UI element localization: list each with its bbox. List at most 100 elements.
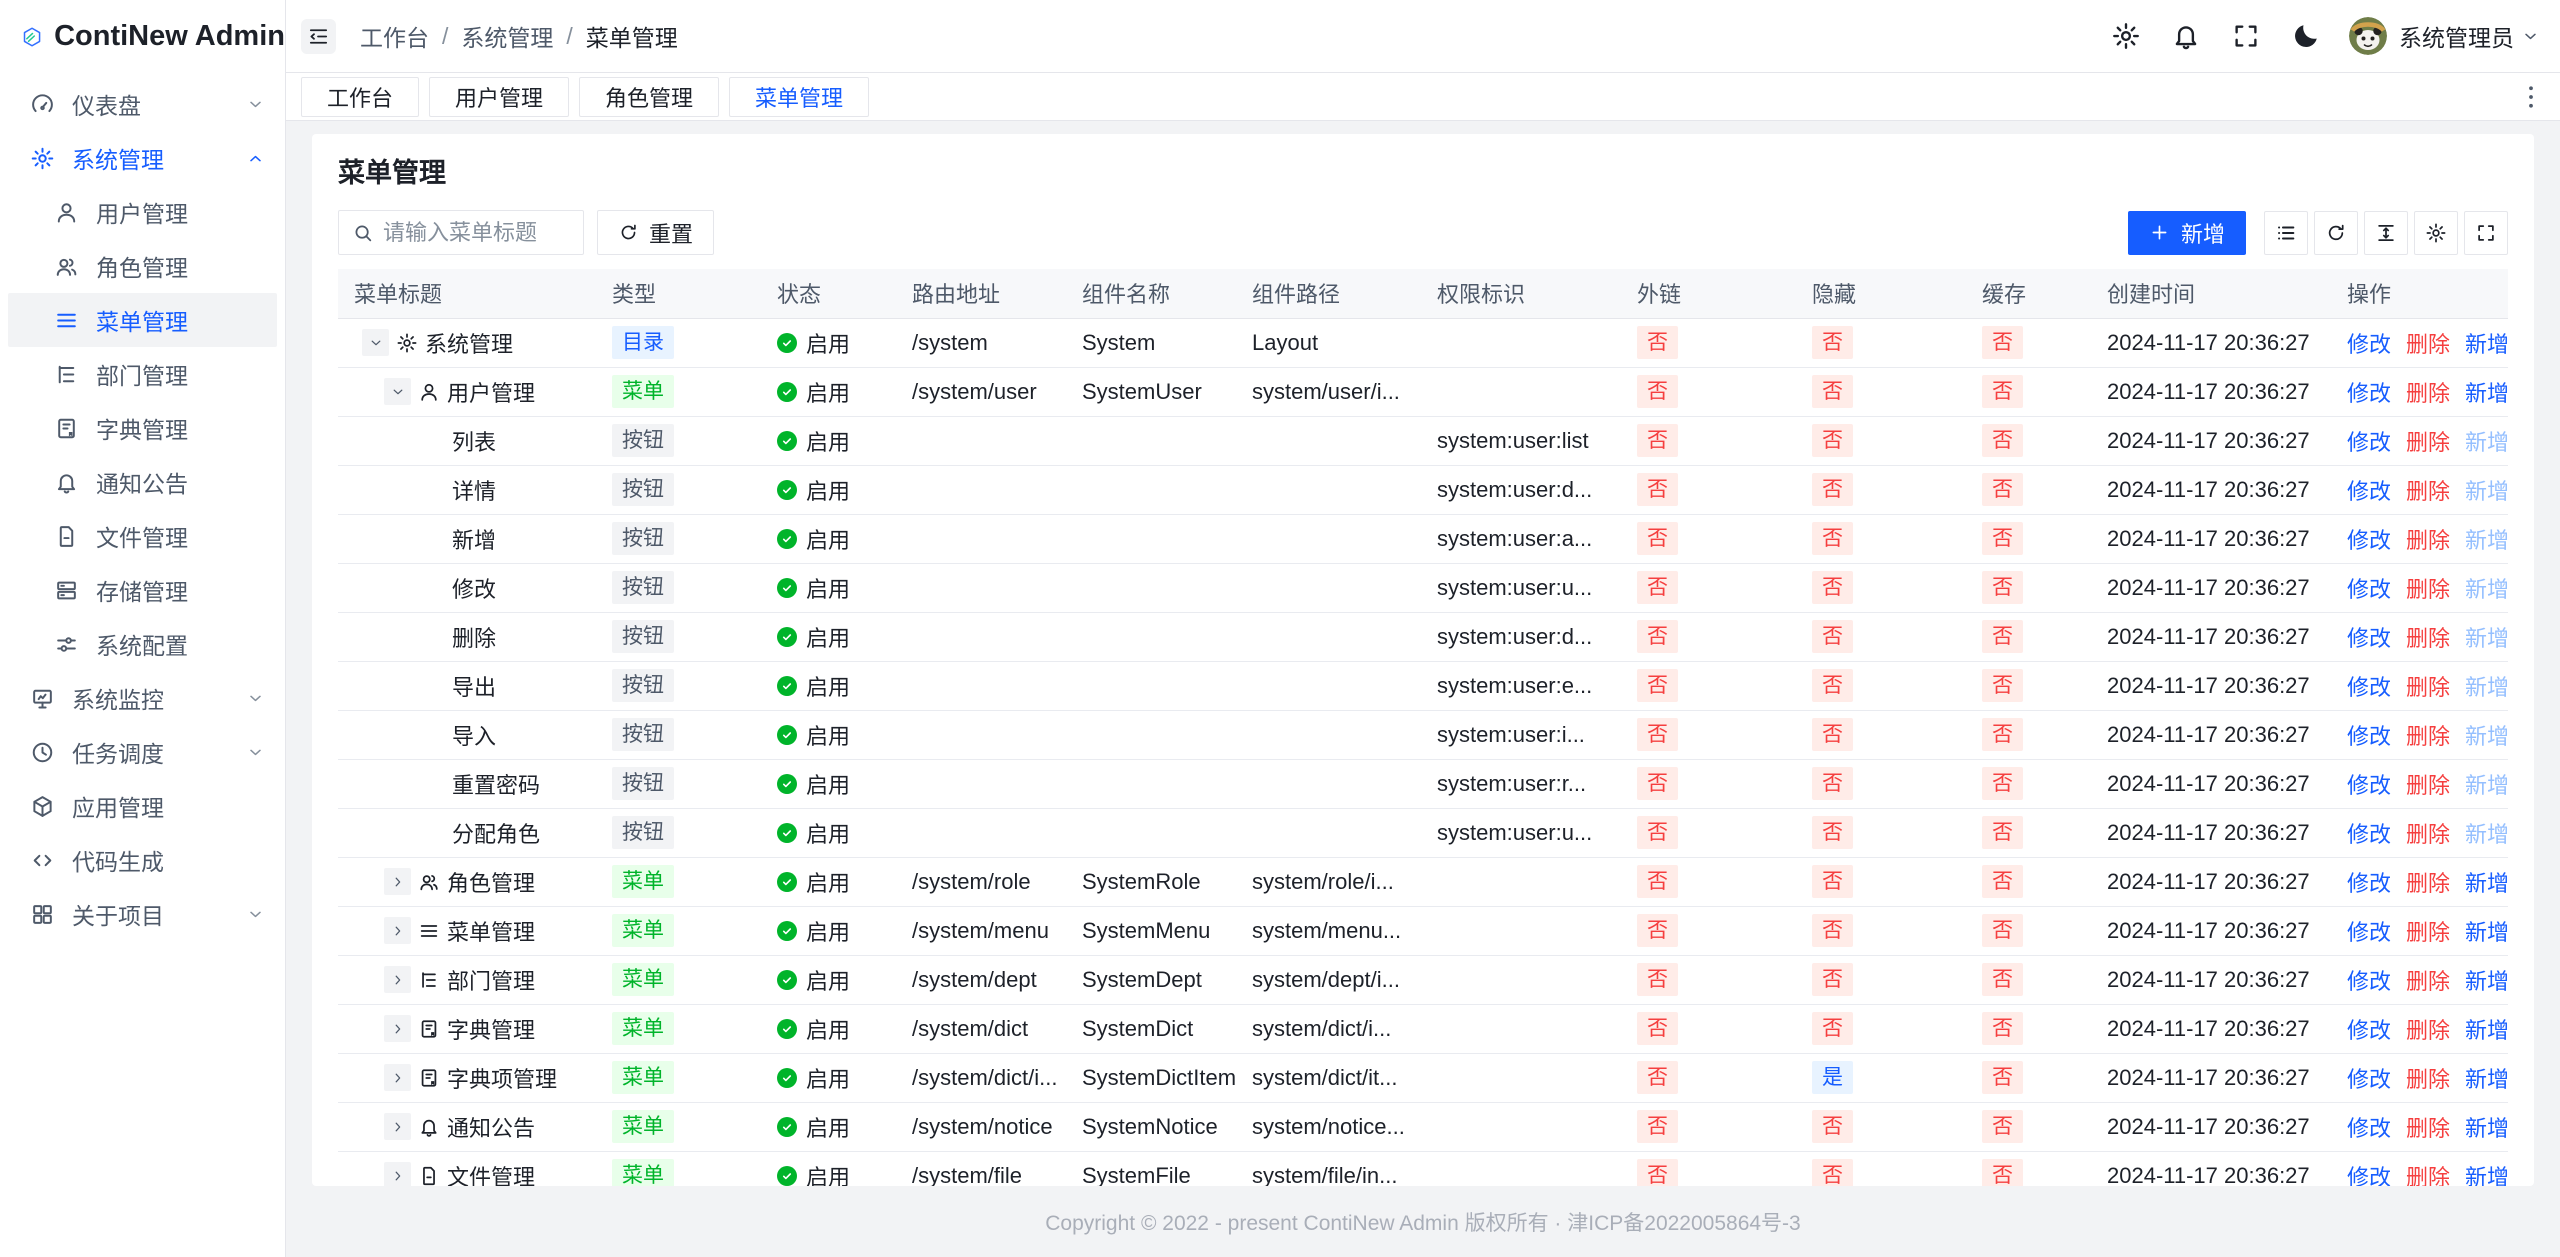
edit-link[interactable]: 修改 <box>2347 626 2391 651</box>
refresh-tool-button[interactable] <box>2314 211 2358 255</box>
delete-link[interactable]: 删除 <box>2406 528 2450 553</box>
collapse-row-button[interactable] <box>384 378 411 405</box>
external-badge: 否 <box>1637 914 1678 947</box>
add-child-link[interactable]: 新增 <box>2465 1067 2508 1092</box>
add-child-link[interactable]: 新增 <box>2465 969 2508 994</box>
delete-link[interactable]: 删除 <box>2406 822 2450 847</box>
sidebar-item-7[interactable]: 通知公告 <box>8 455 277 509</box>
delete-link[interactable]: 删除 <box>2406 1165 2450 1187</box>
add-child-link[interactable]: 新增 <box>2465 332 2508 357</box>
edit-link[interactable]: 修改 <box>2347 479 2391 504</box>
tab-2[interactable]: 角色管理 <box>579 77 719 117</box>
delete-link[interactable]: 删除 <box>2406 1067 2450 1092</box>
edit-link[interactable]: 修改 <box>2347 1165 2391 1187</box>
delete-link[interactable]: 删除 <box>2406 871 2450 896</box>
fullscreen-button[interactable] <box>2231 21 2261 51</box>
delete-link[interactable]: 删除 <box>2406 920 2450 945</box>
sidebar-item-3[interactable]: 角色管理 <box>8 239 277 293</box>
edit-link[interactable]: 修改 <box>2347 1067 2391 1092</box>
add-child-link[interactable]: 新增 <box>2465 871 2508 896</box>
sidebar-item-8[interactable]: 文件管理 <box>8 509 277 563</box>
edit-link[interactable]: 修改 <box>2347 381 2391 406</box>
edit-link[interactable]: 修改 <box>2347 1116 2391 1141</box>
edit-link[interactable]: 修改 <box>2347 528 2391 553</box>
add-child-link[interactable]: 新增 <box>2465 1116 2508 1141</box>
expand-row-button[interactable] <box>384 1015 411 1042</box>
gear-tool-button[interactable] <box>2414 211 2458 255</box>
avatar[interactable] <box>2349 17 2387 55</box>
expand-row-button[interactable] <box>384 1113 411 1140</box>
delete-link[interactable]: 删除 <box>2406 332 2450 357</box>
add-button[interactable]: 新增 <box>2128 211 2246 255</box>
fullscreen-tool-button[interactable] <box>2464 211 2508 255</box>
expand-row-button[interactable] <box>384 1064 411 1091</box>
add-child-link[interactable]: 新增 <box>2465 920 2508 945</box>
column-header: 缓存 <box>1966 269 2091 318</box>
edit-link[interactable]: 修改 <box>2347 430 2391 455</box>
delete-link[interactable]: 删除 <box>2406 430 2450 455</box>
expand-row-button[interactable] <box>384 966 411 993</box>
sidebar-collapse-button[interactable] <box>301 19 336 54</box>
sidebar-item-15[interactable]: 关于项目 <box>8 887 277 941</box>
add-child-link[interactable]: 新增 <box>2465 1018 2508 1043</box>
search-input[interactable] <box>383 220 570 246</box>
line-height-tool-button[interactable] <box>2364 211 2408 255</box>
sidebar-item-9[interactable]: 存储管理 <box>8 563 277 617</box>
edit-link[interactable]: 修改 <box>2347 577 2391 602</box>
delete-link[interactable]: 删除 <box>2406 381 2450 406</box>
expand-row-button[interactable] <box>384 917 411 944</box>
sidebar-item-2[interactable]: 用户管理 <box>8 185 277 239</box>
sidebar-item-1[interactable]: 系统管理 <box>8 131 277 185</box>
app-logo[interactable]: ContiNew Admin <box>0 0 285 73</box>
edit-link[interactable]: 修改 <box>2347 1018 2391 1043</box>
settings-button[interactable] <box>2111 21 2141 51</box>
breadcrumb-item[interactable]: 工作台 <box>360 19 429 53</box>
tab-0[interactable]: 工作台 <box>301 77 419 117</box>
sidebar-item-6[interactable]: 字典管理 <box>8 401 277 455</box>
edit-link[interactable]: 修改 <box>2347 675 2391 700</box>
delete-link[interactable]: 删除 <box>2406 969 2450 994</box>
edit-link[interactable]: 修改 <box>2347 871 2391 896</box>
sidebar-item-14[interactable]: 代码生成 <box>8 833 277 887</box>
reset-button[interactable]: 重置 <box>597 210 714 255</box>
edit-link[interactable]: 修改 <box>2347 920 2391 945</box>
delete-link[interactable]: 删除 <box>2406 773 2450 798</box>
collapse-row-button[interactable] <box>362 329 389 356</box>
sidebar-item-0[interactable]: 仪表盘 <box>8 77 277 131</box>
app-name: ContiNew Admin <box>54 20 285 53</box>
user-menu[interactable]: 系统管理员 <box>2399 19 2540 53</box>
expand-row-button[interactable] <box>384 868 411 895</box>
edit-link[interactable]: 修改 <box>2347 724 2391 749</box>
sidebar-item-5[interactable]: 部门管理 <box>8 347 277 401</box>
delete-link[interactable]: 删除 <box>2406 479 2450 504</box>
sidebar-item-11[interactable]: 系统监控 <box>8 671 277 725</box>
menu-title: 用户管理 <box>447 376 535 408</box>
tab-3[interactable]: 菜单管理 <box>729 77 869 117</box>
edit-link[interactable]: 修改 <box>2347 332 2391 357</box>
column-header: 组件名称 <box>1066 269 1236 318</box>
breadcrumb-item[interactable]: 系统管理 <box>461 19 553 53</box>
tab-1[interactable]: 用户管理 <box>429 77 569 117</box>
created-time-cell: 2024-11-17 20:36:27 <box>2091 612 2331 661</box>
add-child-link[interactable]: 新增 <box>2465 381 2508 406</box>
edit-link[interactable]: 修改 <box>2347 822 2391 847</box>
sidebar-item-4[interactable]: 菜单管理 <box>8 293 277 347</box>
delete-link[interactable]: 删除 <box>2406 1116 2450 1141</box>
delete-link[interactable]: 删除 <box>2406 626 2450 651</box>
sidebar-item-10[interactable]: 系统配置 <box>8 617 277 671</box>
add-child-link[interactable]: 新增 <box>2465 1165 2508 1187</box>
menu-title: 菜单管理 <box>447 915 535 947</box>
list-tool-button[interactable] <box>2264 211 2308 255</box>
edit-link[interactable]: 修改 <box>2347 969 2391 994</box>
theme-toggle-button[interactable] <box>2291 21 2321 51</box>
expand-row-button[interactable] <box>384 1162 411 1186</box>
notifications-button[interactable] <box>2171 21 2201 51</box>
delete-link[interactable]: 删除 <box>2406 1018 2450 1043</box>
delete-link[interactable]: 删除 <box>2406 577 2450 602</box>
sidebar-item-13[interactable]: 应用管理 <box>8 779 277 833</box>
delete-link[interactable]: 删除 <box>2406 724 2450 749</box>
edit-link[interactable]: 修改 <box>2347 773 2391 798</box>
delete-link[interactable]: 删除 <box>2406 675 2450 700</box>
sidebar-item-12[interactable]: 任务调度 <box>8 725 277 779</box>
tab-overflow-button[interactable] <box>2516 82 2546 112</box>
